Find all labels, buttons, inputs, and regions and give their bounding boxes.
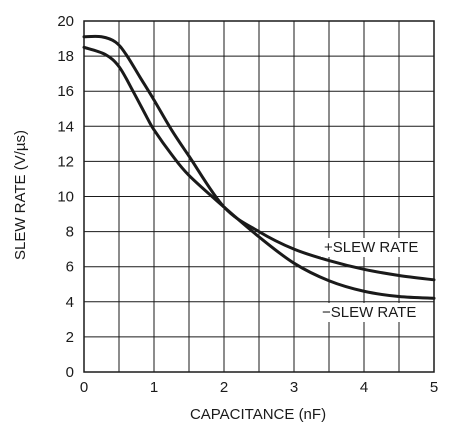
x-axis-title: CAPACITANCE (nF) bbox=[190, 406, 326, 423]
y-tick-label: 12 bbox=[57, 153, 74, 170]
curves bbox=[82, 34, 436, 300]
plus-slew-rate-label: +SLEW RATE bbox=[324, 239, 418, 256]
grid bbox=[83, 20, 435, 373]
y-tick-label: 2 bbox=[66, 329, 74, 346]
y-tick-label: 18 bbox=[57, 48, 74, 65]
minus-slew-rate-label: −SLEW RATE bbox=[322, 304, 416, 321]
y-tick-label: 0 bbox=[66, 364, 74, 381]
x-tick-label: 0 bbox=[80, 379, 88, 396]
y-tick-label: 8 bbox=[66, 224, 74, 241]
y-axis-title: SLEW RATE (V/µs) bbox=[12, 130, 29, 260]
plot-frame bbox=[83, 20, 435, 373]
y-tick-label: 10 bbox=[57, 189, 74, 206]
x-tick-label: 5 bbox=[430, 379, 438, 396]
y-tick-label: 14 bbox=[57, 118, 74, 135]
minus-slew-rate-curve bbox=[82, 45, 436, 300]
y-tick-label: 6 bbox=[66, 259, 74, 276]
x-tick-label: 1 bbox=[150, 379, 158, 396]
y-tick-label: 16 bbox=[57, 83, 74, 100]
series-label-background bbox=[319, 303, 420, 322]
y-tick-label: 4 bbox=[66, 294, 74, 311]
y-tick-label: 20 bbox=[57, 13, 74, 30]
x-tick-label: 2 bbox=[220, 379, 228, 396]
series-label-background bbox=[321, 238, 422, 257]
plus-slew-rate-curve bbox=[82, 34, 436, 282]
x-tick-label: 3 bbox=[290, 379, 298, 396]
x-tick-label: 4 bbox=[360, 379, 368, 396]
